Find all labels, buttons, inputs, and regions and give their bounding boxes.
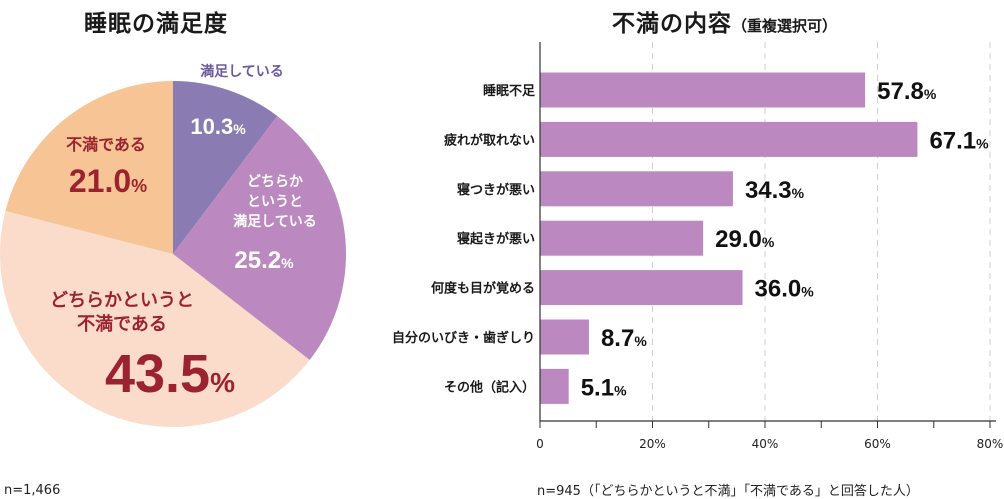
category-label: 自分のいびき・歯ぎしり: [392, 330, 535, 346]
bar: [540, 121, 918, 157]
pie-slice: [0, 210, 310, 427]
bar-sample-size-note: n=945（「どちらかというと不満」「不満である」と回答した人）: [537, 484, 919, 499]
category-label: 何度も目が覚める: [431, 281, 535, 297]
bar: [540, 368, 569, 404]
pie-chart-title: 睡眠の満足度: [84, 11, 228, 37]
pie-value-label: 21.0%: [69, 163, 147, 199]
bar-chart-title-main: 不満の内容: [612, 11, 732, 37]
pie-sample-size-note: n=1,466: [4, 483, 61, 498]
x-tick-label: 80%: [977, 437, 1004, 451]
pie-value-label: 43.5%: [105, 344, 235, 404]
x-tick-label: 20%: [639, 437, 666, 451]
data-label: 8.7%: [601, 325, 647, 352]
data-label: 29.0%: [715, 226, 775, 253]
pie-value-label: 10.3%: [190, 114, 246, 139]
data-label: 67.1%: [929, 127, 989, 154]
data-label: 36.0%: [755, 276, 815, 303]
category-label: 疲れが取れない: [444, 132, 535, 148]
category-label: 寝起きが悪い: [457, 231, 535, 247]
x-tick-label: 0: [536, 437, 544, 451]
bar: [540, 319, 589, 355]
pie-category-label: 満足している: [200, 63, 284, 80]
data-label: 57.8%: [877, 78, 937, 105]
bar: [540, 270, 743, 306]
pie-slice: [5, 81, 173, 254]
category-label: 睡眠不足: [483, 83, 536, 99]
x-tick-label: 40%: [752, 437, 779, 451]
bar-chart-title: 不満の内容（重複選択可）: [612, 4, 837, 38]
pie-category-label: どちらかというと不満である: [50, 290, 194, 335]
bar-chart-subtitle: （重複選択可）: [732, 17, 838, 35]
bar: [540, 72, 866, 108]
pie-slice: [173, 81, 278, 254]
pie-slice: [173, 115, 346, 361]
bar: [540, 220, 704, 256]
category-label: 寝つきが悪い: [457, 182, 535, 198]
data-label: 5.1%: [581, 374, 627, 401]
pie-category-label: どちらかというと満足している: [233, 174, 317, 230]
category-label: その他（記入）: [444, 379, 535, 395]
data-label: 34.3%: [745, 177, 805, 204]
x-tick-label: 60%: [864, 437, 891, 451]
bar: [540, 171, 733, 207]
pie-category-label: 不満である: [66, 135, 146, 154]
pie-value-label: 25.2%: [234, 247, 294, 274]
